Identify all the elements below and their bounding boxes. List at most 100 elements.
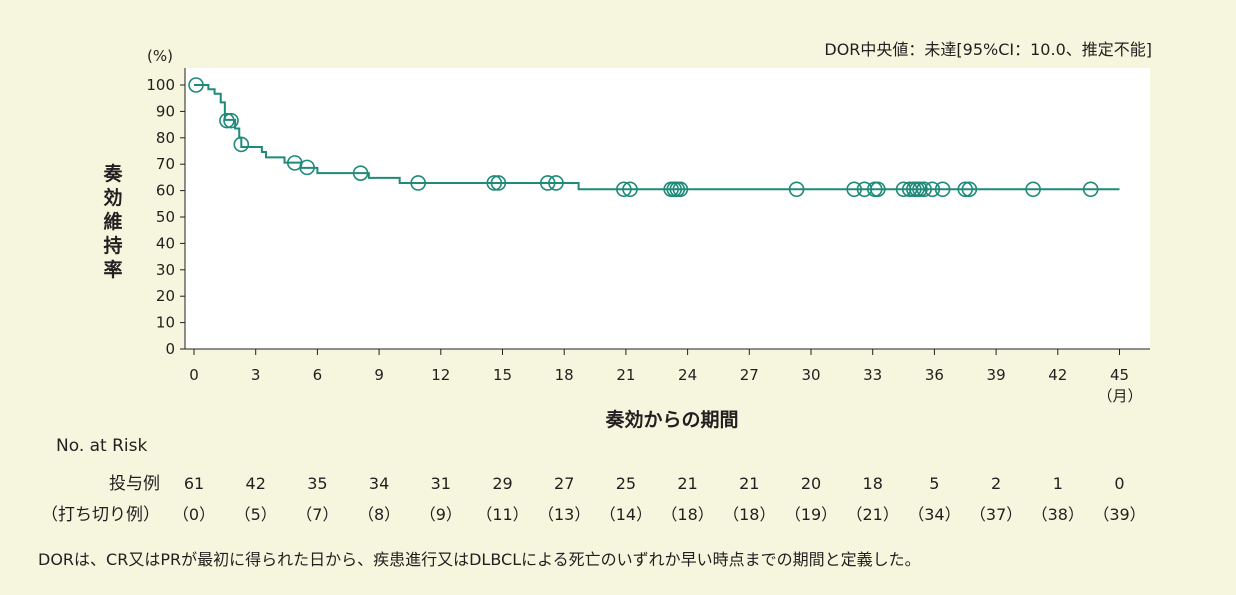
x-tick-label: 30 bbox=[801, 366, 820, 384]
risk-value: 1 bbox=[1053, 474, 1063, 493]
x-unit-label: （月） bbox=[1097, 387, 1142, 405]
y-axis-title-char: 率 bbox=[103, 258, 122, 281]
x-tick-label: 24 bbox=[678, 366, 697, 384]
risk-value: 21 bbox=[677, 474, 697, 493]
risk-value: 31 bbox=[431, 474, 451, 493]
censor-mark bbox=[352, 165, 369, 181]
censor-mark bbox=[788, 181, 805, 198]
risk-value: 5 bbox=[929, 474, 939, 493]
censor-mark bbox=[1082, 181, 1099, 198]
censor-mark bbox=[539, 175, 556, 191]
censor-mark bbox=[188, 77, 204, 93]
risk-value: （14） bbox=[600, 505, 652, 524]
y-tick-label: 50 bbox=[156, 208, 175, 226]
y-tick-label: 70 bbox=[156, 155, 175, 173]
risk-value: （8） bbox=[358, 505, 400, 524]
x-tick-label: 3 bbox=[251, 366, 261, 384]
y-tick-label: 0 bbox=[165, 340, 175, 358]
censor-mark bbox=[223, 112, 239, 129]
x-tick-label: 21 bbox=[616, 366, 635, 384]
censor-mark bbox=[548, 175, 564, 191]
censor-mark bbox=[410, 175, 426, 191]
risk-value: 25 bbox=[616, 474, 636, 493]
censor-mark bbox=[219, 112, 235, 129]
censor-mark bbox=[616, 181, 632, 198]
risk-value: 61 bbox=[184, 474, 204, 493]
x-tick-label: 42 bbox=[1048, 366, 1067, 384]
censor-mark bbox=[490, 175, 507, 191]
x-tick-label: 39 bbox=[987, 366, 1006, 384]
median-annotation: DOR中央値：未達[95%CI：10.0、推定不能] bbox=[824, 40, 1152, 59]
risk-value: 29 bbox=[492, 474, 512, 493]
risk-value: 34 bbox=[369, 474, 389, 493]
risk-value: 18 bbox=[863, 474, 883, 493]
y-tick-label: 60 bbox=[156, 182, 175, 200]
survival-curve bbox=[194, 84, 1120, 191]
y-tick-label: 30 bbox=[156, 261, 175, 279]
risk-value: 42 bbox=[246, 474, 266, 493]
risk-value: （11） bbox=[476, 505, 528, 524]
risk-value: （0） bbox=[173, 505, 215, 524]
y-axis-title-char: 持 bbox=[103, 234, 122, 257]
footnote: DORは、CR又はPRが最初に得られた日から、疾患進行又はDLBCLによる死亡の… bbox=[38, 550, 921, 569]
risk-row-label: （打ち切り例） bbox=[41, 505, 160, 525]
x-tick-label: 18 bbox=[555, 366, 574, 384]
x-tick-label: 12 bbox=[431, 366, 450, 384]
x-tick-label: 9 bbox=[374, 366, 384, 384]
censor-mark bbox=[1025, 181, 1041, 198]
risk-value: （9） bbox=[420, 505, 462, 524]
risk-value: 20 bbox=[801, 474, 821, 493]
x-tick-label: 45 bbox=[1110, 366, 1129, 384]
risk-value: 0 bbox=[1114, 474, 1124, 493]
censor-mark bbox=[846, 181, 862, 198]
censor-mark bbox=[233, 136, 250, 153]
y-axis-title-char: 奏 bbox=[102, 162, 123, 185]
risk-value: （39） bbox=[1093, 505, 1145, 524]
censor-mark bbox=[961, 181, 978, 198]
risk-value: （21） bbox=[847, 505, 899, 524]
censor-mark bbox=[622, 181, 638, 198]
censor-mark bbox=[924, 181, 941, 198]
censor-mark bbox=[870, 181, 886, 198]
y-tick-label: 100 bbox=[146, 76, 175, 94]
censor-mark bbox=[916, 181, 932, 198]
risk-value: 21 bbox=[739, 474, 759, 493]
y-tick-label: 10 bbox=[156, 314, 175, 332]
y-tick-label: 20 bbox=[156, 287, 175, 305]
risk-value: （19） bbox=[785, 505, 837, 524]
x-tick-label: 36 bbox=[925, 366, 944, 384]
y-tick-label: 40 bbox=[156, 234, 175, 252]
censor-mark bbox=[672, 181, 689, 198]
y-axis-title-char: 維 bbox=[103, 210, 122, 233]
censor-mark bbox=[957, 181, 974, 198]
risk-value: （18） bbox=[661, 505, 713, 524]
risk-value: （18） bbox=[723, 505, 775, 524]
risk-value: （37） bbox=[970, 505, 1022, 524]
y-axis-title-char: 効 bbox=[103, 186, 122, 209]
x-tick-label: 27 bbox=[740, 366, 759, 384]
risk-value: （34） bbox=[908, 505, 960, 524]
censor-mark bbox=[486, 175, 503, 191]
risk-value: 2 bbox=[991, 474, 1001, 493]
x-tick-label: 15 bbox=[493, 366, 512, 384]
x-tick-label: 0 bbox=[189, 366, 199, 384]
y-tick-label: 80 bbox=[156, 129, 175, 147]
plot-area bbox=[185, 68, 1150, 349]
risk-value: 35 bbox=[307, 474, 327, 493]
risk-value: （38） bbox=[1032, 505, 1084, 524]
x-tick-label: 33 bbox=[863, 366, 882, 384]
risk-table-header: No. at Risk bbox=[56, 436, 148, 456]
censor-mark bbox=[299, 159, 315, 176]
x-tick-label: 6 bbox=[313, 366, 323, 384]
risk-row-label: 投与例 bbox=[109, 474, 160, 494]
censor-mark bbox=[934, 181, 951, 198]
censor-mark bbox=[912, 181, 928, 198]
risk-value: （5） bbox=[235, 505, 277, 524]
y-tick-label: 90 bbox=[156, 102, 175, 120]
risk-value: （7） bbox=[296, 505, 338, 524]
risk-value: 27 bbox=[554, 474, 574, 493]
x-axis-title: 奏効からの期間 bbox=[604, 408, 738, 431]
y-unit-label: (%) bbox=[147, 47, 173, 65]
risk-value: （13） bbox=[538, 505, 590, 524]
